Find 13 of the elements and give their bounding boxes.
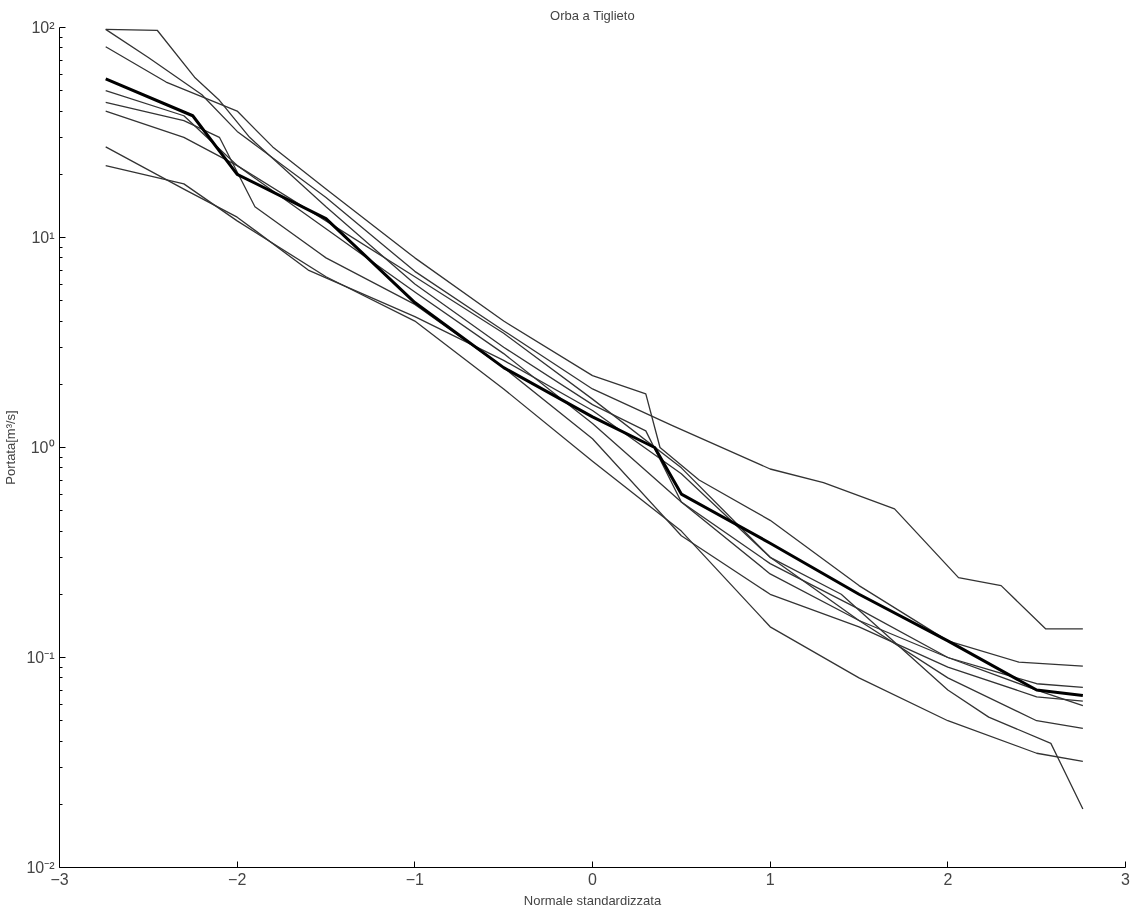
chart-title: Orba a Tiglieto — [550, 7, 635, 23]
y-tick-label: 10² — [31, 19, 56, 36]
x-tick-label: 1 — [765, 870, 775, 888]
x-axis-title: Normale standardizzata — [523, 892, 662, 908]
y-tick-label: 10⁰ — [30, 439, 55, 456]
x-tick-label: 3 — [1121, 870, 1131, 888]
x-tick-label: −1 — [405, 870, 425, 888]
x-tick-label: 2 — [943, 870, 953, 888]
x-tick-label: 0 — [588, 870, 598, 888]
x-tick-label: −2 — [228, 870, 247, 888]
y-tick-label: 10¹ — [31, 229, 55, 246]
y-axis-title: Portata[m³/s] — [3, 410, 19, 485]
y-tick-label: 10⁻¹ — [26, 649, 55, 666]
